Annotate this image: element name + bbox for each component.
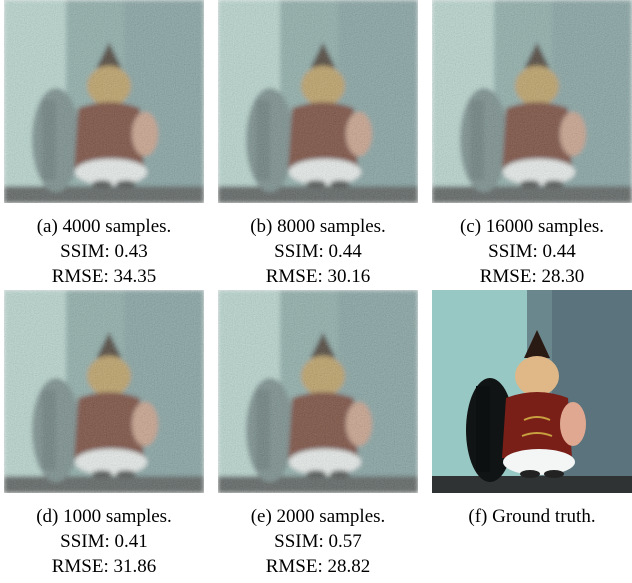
rmse-label: RMSE: 31.86 [52, 556, 157, 577]
noise-overlay [218, 0, 418, 203]
noise-overlay [4, 290, 204, 493]
panel-image [432, 290, 632, 493]
panel-caption: (f) Ground truth. [468, 506, 595, 527]
panel-caption: (e) 2000 samples. [251, 506, 386, 527]
ssim-label: SSIM: 0.41 [60, 531, 148, 552]
rmse-label: RMSE: 30.16 [266, 266, 371, 287]
noise-overlay [432, 0, 632, 203]
rmse-label: RMSE: 28.82 [266, 556, 371, 577]
panel-caption: (a) 4000 samples. [37, 216, 172, 237]
noise-overlay [4, 0, 204, 203]
figure: (a) 4000 samples. SSIM: 0.43 RMSE: 34.35 (b… [0, 0, 632, 583]
panel-caption: (b) 8000 samples. [250, 216, 386, 237]
panel-caption: (d) 1000 samples. [36, 506, 172, 527]
noise-overlay [218, 290, 418, 493]
ssim-label: SSIM: 0.57 [274, 531, 362, 552]
page: (a) 4000 samples. SSIM: 0.43 RMSE: 34.35 (b… [0, 0, 632, 583]
rmse-label: RMSE: 34.35 [52, 266, 157, 287]
ssim-label: SSIM: 0.44 [274, 241, 362, 262]
ssim-label: SSIM: 0.43 [60, 241, 148, 262]
rmse-label: RMSE: 28.30 [480, 266, 585, 287]
panel-caption: (c) 16000 samples. [460, 216, 604, 237]
ssim-label: SSIM: 0.44 [488, 241, 576, 262]
